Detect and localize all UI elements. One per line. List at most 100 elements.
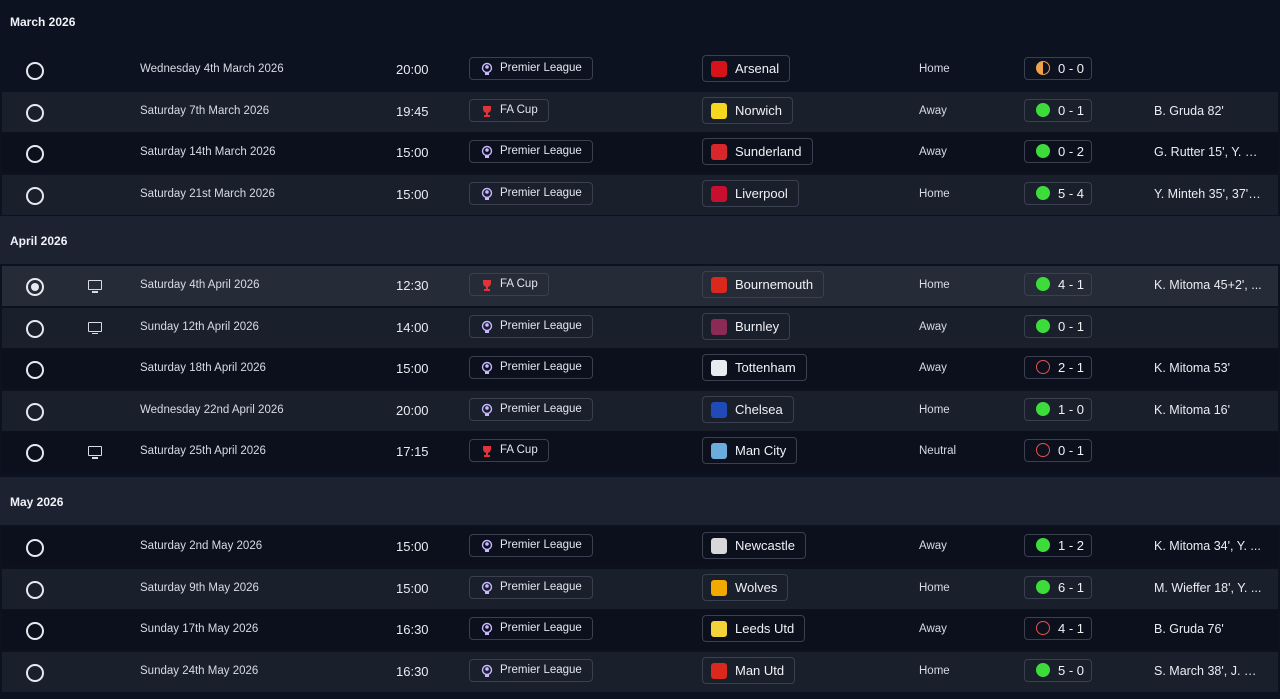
result-badge[interactable]: 1 - 2 [1024, 534, 1092, 557]
opponent-badge[interactable]: Norwich [702, 96, 793, 124]
opponent-badge[interactable]: Wolves [702, 573, 789, 601]
fixture-row[interactable]: Sunday 17th May 2026 16:30 Premier League L… [2, 610, 1278, 650]
result-badge[interactable]: 5 - 4 [1024, 181, 1092, 205]
competition-badge[interactable]: Premier League [469, 397, 593, 421]
result-badge[interactable]: 4 - 1 [1024, 617, 1092, 640]
draw-indicator-icon [1036, 61, 1050, 75]
goal-scorers: Y. Minteh 35', 37', ... [1154, 186, 1264, 201]
premier-league-icon [481, 187, 493, 201]
win-indicator-icon [1036, 102, 1050, 117]
select-radio[interactable] [26, 278, 44, 296]
win-indicator-icon [1036, 318, 1050, 333]
select-radio[interactable] [26, 186, 44, 205]
competition-name: Premier League [500, 622, 582, 634]
fixture-row[interactable]: Saturday 18th April 2026 15:00 Premier Lea… [2, 349, 1278, 389]
fixture-date: Saturday 2nd May 2026 [140, 540, 263, 552]
opponent-badge[interactable]: Liverpool [702, 179, 799, 207]
select-radio[interactable] [26, 402, 44, 421]
fixture-date: Sunday 12th April 2026 [140, 320, 259, 333]
win-indicator-icon [1036, 538, 1050, 552]
opponent-name: Man City [735, 443, 787, 458]
fixture-row[interactable]: Wednesday 22nd April 2026 20:00 Premier Le… [2, 390, 1278, 431]
fixture-row[interactable]: Saturday 7th March 2026 19:45 FA Cup Norwic… [2, 91, 1278, 132]
result-badge[interactable]: 0 - 1 [1024, 314, 1092, 338]
fixture-row[interactable]: Sunday 12th April 2026 14:00 Premier Leagu… [2, 307, 1278, 348]
result-badge[interactable]: 5 - 0 [1024, 658, 1092, 682]
competition-badge[interactable]: Premier League [469, 617, 593, 640]
fixture-row[interactable]: Saturday 9th May 2026 15:00 Premier League… [2, 568, 1278, 609]
result-badge[interactable]: 0 - 1 [1024, 98, 1092, 122]
result-score: 5 - 4 [1058, 185, 1085, 201]
competition-badge[interactable]: Premier League [469, 314, 593, 338]
competition-badge[interactable]: Premier League [469, 57, 593, 80]
competition-badge[interactable]: Premier League [469, 181, 593, 205]
month-header: May 2026 [0, 477, 1280, 525]
result-badge[interactable]: 1 - 0 [1024, 397, 1092, 421]
result-score: 5 - 0 [1058, 662, 1085, 678]
select-radio[interactable] [26, 145, 44, 163]
venue-label: Home [919, 187, 950, 200]
select-radio[interactable] [26, 580, 44, 599]
goal-scorers: B. Gruda 82' [1154, 103, 1224, 118]
opponent-badge[interactable]: Burnley [702, 312, 791, 340]
opponent-badge[interactable]: Newcastle [702, 532, 806, 559]
club-crest-icon [711, 401, 727, 418]
competition-badge[interactable]: Premier League [469, 140, 593, 163]
kickoff-time: 20:00 [396, 62, 429, 77]
result-score: 0 - 1 [1058, 443, 1085, 458]
select-radio[interactable] [26, 319, 44, 338]
result-badge[interactable]: 4 - 1 [1024, 273, 1092, 296]
competition-badge[interactable]: Premier League [469, 356, 593, 379]
fixture-row[interactable]: Saturday 4th April 2026 12:30 FA Cup Bourne… [2, 266, 1278, 306]
result-badge[interactable]: 0 - 0 [1024, 57, 1092, 80]
result-badge[interactable]: 6 - 1 [1024, 575, 1092, 599]
club-crest-icon [711, 579, 727, 596]
venue-label: Home [919, 581, 950, 594]
venue-label: Home [919, 279, 950, 291]
result-badge[interactable]: 2 - 1 [1024, 356, 1092, 379]
competition-badge[interactable]: Premier League [469, 575, 593, 599]
opponent-name: Bournemouth [735, 277, 814, 292]
premier-league-icon [481, 403, 493, 417]
win-indicator-icon [1036, 662, 1050, 677]
goal-scorers: S. March 38', J. Hi... [1154, 663, 1264, 678]
fixture-row[interactable]: Saturday 2nd May 2026 15:00 Premier League… [2, 527, 1278, 567]
opponent-badge[interactable]: Sunderland [702, 138, 813, 165]
fixture-date: Saturday 9th May 2026 [140, 581, 259, 594]
opponent-badge[interactable]: Chelsea [702, 395, 794, 423]
opponent-badge[interactable]: Tottenham [702, 354, 807, 381]
select-radio[interactable] [26, 622, 44, 640]
opponent-badge[interactable]: Leeds Utd [702, 615, 806, 642]
competition-name: FA Cup [500, 444, 538, 456]
kickoff-time: 15:00 [396, 539, 429, 554]
select-radio[interactable] [26, 62, 44, 80]
fixture-row[interactable]: Saturday 25th April 2026 17:15 FA Cup Man C… [2, 432, 1278, 472]
fixture-row[interactable]: Sunday 24th May 2026 16:30 Premier League M… [2, 651, 1278, 692]
opponent-name: Wolves [735, 579, 778, 595]
opponent-badge[interactable]: Arsenal [702, 55, 791, 82]
venue-label: Home [919, 664, 950, 677]
competition-badge[interactable]: FA Cup [469, 439, 549, 462]
select-radio[interactable] [26, 361, 44, 379]
premier-league-icon [481, 320, 493, 334]
club-crest-icon [711, 102, 727, 119]
opponent-badge[interactable]: Man City [702, 437, 798, 464]
result-badge[interactable]: 0 - 2 [1024, 140, 1092, 163]
fixture-row[interactable]: Wednesday 4th March 2026 20:00 Premier Lea… [2, 50, 1278, 90]
select-radio[interactable] [26, 444, 44, 462]
competition-badge[interactable]: FA Cup [469, 273, 549, 296]
select-radio[interactable] [26, 663, 44, 682]
win-indicator-icon [1036, 144, 1050, 158]
loss-indicator-icon [1036, 443, 1050, 457]
opponent-badge[interactable]: Bournemouth [702, 271, 825, 298]
fixture-row[interactable]: Saturday 14th March 2026 15:00 Premier Lea… [2, 133, 1278, 173]
competition-name: Premier League [500, 539, 582, 551]
result-badge[interactable]: 0 - 1 [1024, 439, 1092, 462]
competition-badge[interactable]: Premier League [469, 534, 593, 557]
select-radio[interactable] [26, 103, 44, 122]
competition-badge[interactable]: Premier League [469, 658, 593, 682]
fixture-row[interactable]: Saturday 21st March 2026 15:00 Premier Lea… [2, 174, 1278, 215]
opponent-badge[interactable]: Man Utd [702, 656, 796, 684]
select-radio[interactable] [26, 539, 44, 557]
competition-badge[interactable]: FA Cup [469, 98, 549, 122]
